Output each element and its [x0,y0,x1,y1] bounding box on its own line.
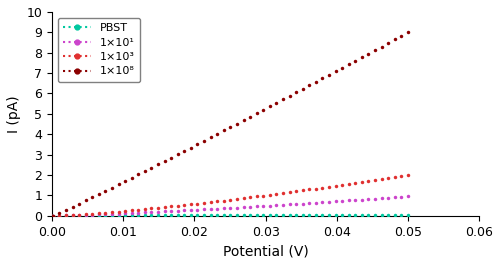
Legend: PBST, 1×10¹, 1×10³, 1×10⁸: PBST, 1×10¹, 1×10³, 1×10⁸ [58,17,140,82]
Y-axis label: I (pA): I (pA) [7,95,21,133]
X-axis label: Potential (V): Potential (V) [222,244,308,258]
